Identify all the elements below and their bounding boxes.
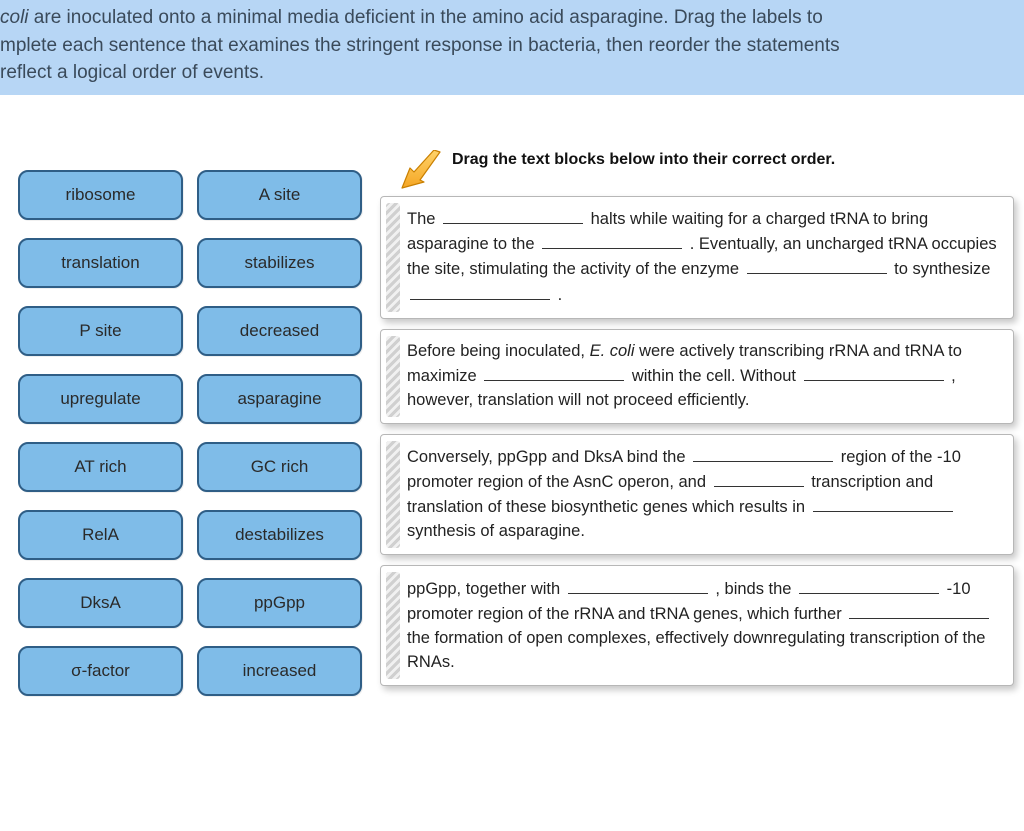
label-chip-text: translation <box>61 253 139 273</box>
label-chip[interactable]: σ-factor <box>18 646 183 696</box>
italic-text: E. coli <box>590 342 635 360</box>
blank-drop-target[interactable] <box>804 364 944 381</box>
blank-drop-target[interactable] <box>849 602 989 619</box>
prompt-line1-rest: are inoculated onto a minimal media defi… <box>29 7 823 28</box>
label-chip[interactable]: asparagine <box>197 374 362 424</box>
prompt-italic: coli <box>0 7 29 28</box>
drag-grip-icon[interactable] <box>386 441 400 549</box>
sentence-body: Conversely, ppGpp and DksA bind the regi… <box>407 448 961 540</box>
prompt-line3: reflect a logical order of events. <box>0 62 264 83</box>
labels-grid: ribosome A site translation stabilizes P sit… <box>18 150 362 696</box>
label-chip-text: ppGpp <box>254 593 305 613</box>
blank-drop-target[interactable] <box>484 364 624 381</box>
instruction-text: Drag the text blocks below into their co… <box>452 150 835 170</box>
label-chip-text: AT rich <box>74 457 126 477</box>
label-chip-text: GC rich <box>251 457 309 477</box>
sentence-block[interactable]: ppGpp, together with , binds the -10 pro… <box>380 565 1014 685</box>
sentence-block[interactable]: Before being inoculated, E. coli were ac… <box>380 329 1014 424</box>
blocks-stack: The halts while waiting for a charged tR… <box>380 196 1014 686</box>
label-chip[interactable]: AT rich <box>18 442 183 492</box>
label-chip[interactable]: ribosome <box>18 170 183 220</box>
sentence-block[interactable]: The halts while waiting for a charged tR… <box>380 196 1014 319</box>
blank-drop-target[interactable] <box>813 495 953 512</box>
blank-drop-target[interactable] <box>747 257 887 274</box>
drag-grip-icon[interactable] <box>386 572 400 678</box>
label-chip-text: stabilizes <box>245 253 315 273</box>
instruction-row: Drag the text blocks below into their co… <box>380 150 1014 190</box>
arrow-icon <box>394 150 442 190</box>
label-chip-text: asparagine <box>237 389 321 409</box>
label-chip[interactable]: RelA <box>18 510 183 560</box>
question-prompt: coli are inoculated onto a minimal media… <box>0 0 1024 95</box>
label-chip-text: P site <box>79 321 121 341</box>
label-chip[interactable]: P site <box>18 306 183 356</box>
sentence-body: Before being inoculated, E. coli were ac… <box>407 342 962 409</box>
blank-drop-target[interactable] <box>693 445 833 462</box>
label-chip[interactable]: A site <box>197 170 362 220</box>
blank-drop-target[interactable] <box>799 576 939 593</box>
blank-drop-target[interactable] <box>714 470 804 487</box>
label-chip[interactable]: upregulate <box>18 374 183 424</box>
label-chip-text: A site <box>259 185 301 205</box>
label-chip-text: σ-factor <box>71 661 130 681</box>
drag-grip-icon[interactable] <box>386 336 400 417</box>
label-chip[interactable]: decreased <box>197 306 362 356</box>
label-chip-text: increased <box>243 661 317 681</box>
sentence-block[interactable]: Conversely, ppGpp and DksA bind the regi… <box>380 434 1014 556</box>
label-chip-text: destabilizes <box>235 525 324 545</box>
sentence-body: The halts while waiting for a charged tR… <box>407 210 997 304</box>
ordering-column: Drag the text blocks below into their co… <box>380 150 1014 686</box>
blank-drop-target[interactable] <box>568 576 708 593</box>
label-chip[interactable]: destabilizes <box>197 510 362 560</box>
sentence-body: ppGpp, together with , binds the -10 pro… <box>407 580 992 671</box>
label-chip-text: decreased <box>240 321 319 341</box>
blank-drop-target[interactable] <box>443 207 583 224</box>
label-chip[interactable]: stabilizes <box>197 238 362 288</box>
label-chip-text: DksA <box>80 593 121 613</box>
label-chip[interactable]: translation <box>18 238 183 288</box>
label-chip[interactable]: increased <box>197 646 362 696</box>
label-chip-text: ribosome <box>66 185 136 205</box>
drag-grip-icon[interactable] <box>386 203 400 312</box>
label-chip-text: RelA <box>82 525 119 545</box>
label-chip[interactable]: GC rich <box>197 442 362 492</box>
prompt-line2: mplete each sentence that examines the s… <box>0 35 840 56</box>
main-content: ribosome A site translation stabilizes P sit… <box>0 95 1024 696</box>
blank-drop-target[interactable] <box>410 282 550 299</box>
label-chip[interactable]: DksA <box>18 578 183 628</box>
label-chip-text: upregulate <box>60 389 140 409</box>
blank-drop-target[interactable] <box>542 232 682 249</box>
label-chip[interactable]: ppGpp <box>197 578 362 628</box>
